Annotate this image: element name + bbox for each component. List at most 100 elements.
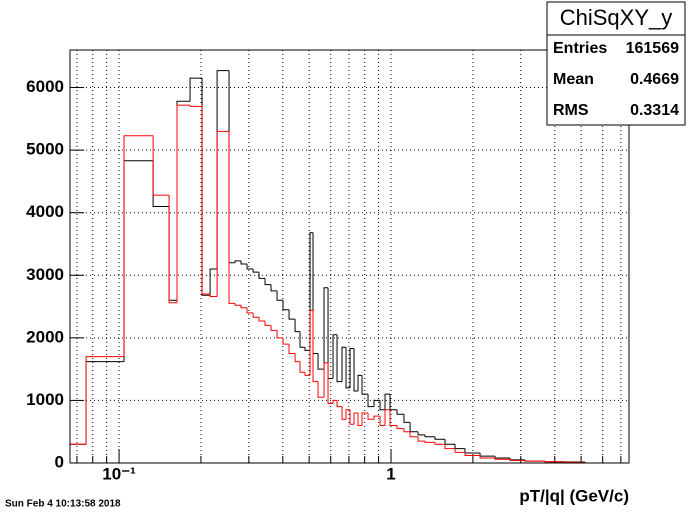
histogram-bin <box>264 320 272 326</box>
histogram-bin <box>379 400 386 411</box>
histogram-bin <box>258 317 266 322</box>
histogram-bin <box>409 431 419 438</box>
histogram-bin <box>288 344 296 354</box>
histogram-bin <box>294 319 301 333</box>
histogram-bin <box>454 448 466 453</box>
histogram-bin <box>444 444 456 450</box>
histogram-bin <box>403 414 411 423</box>
histogram-bin <box>367 394 375 408</box>
histogram-bin <box>332 399 338 404</box>
histogram-bin <box>345 347 351 389</box>
histogram-bin <box>373 399 381 407</box>
histogram-bin <box>209 268 218 296</box>
histogram-bin <box>246 307 254 314</box>
histogram-bin <box>417 436 426 442</box>
histogram-bin <box>294 353 301 363</box>
histogram-bin <box>304 347 311 351</box>
histogram-bin <box>304 372 311 376</box>
histogram-bin <box>276 330 284 339</box>
histogram-bin <box>152 135 170 196</box>
stats-value: 0.3314 <box>630 102 679 119</box>
histogram-bin <box>494 457 511 460</box>
y-tick-label: 4000 <box>26 202 64 221</box>
histogram-bin <box>361 412 369 426</box>
histogram-bin <box>361 375 369 395</box>
histogram-bin <box>252 312 260 318</box>
histogram-bin <box>228 131 236 304</box>
histogram-bin <box>234 303 242 306</box>
histogram-bin <box>327 362 334 405</box>
y-tick-label: 3000 <box>26 265 64 284</box>
histogram-bin <box>246 264 254 270</box>
histogram-bin <box>264 278 272 286</box>
y-tick-label: 2000 <box>26 327 64 346</box>
stats-label: RMS <box>553 102 589 119</box>
histogram-bin <box>367 412 375 420</box>
histogram-bin <box>189 77 203 102</box>
plot-frame <box>69 49 630 464</box>
stats-label: Entries <box>553 40 607 57</box>
histogram-bin <box>544 461 566 463</box>
histogram-bin <box>252 269 260 273</box>
histogram-bin <box>384 409 391 426</box>
histogram-bin <box>282 300 290 311</box>
histogram-bin <box>409 422 419 433</box>
histogram-bin <box>168 195 177 304</box>
histogram-bin <box>299 331 306 348</box>
histogram-bin <box>524 460 546 462</box>
histogram-bin <box>353 412 359 425</box>
histogram-bin <box>396 409 404 415</box>
y-tick-label: 0 <box>55 452 64 471</box>
histogram-bin <box>424 441 436 443</box>
histogram-bin <box>509 459 526 461</box>
histogram-bin <box>176 104 191 303</box>
histogram-bin <box>323 287 329 370</box>
histogram-bin <box>357 412 363 426</box>
histogram-bin <box>434 442 445 445</box>
histogram-bin <box>345 409 351 420</box>
stats-value: 161569 <box>626 40 679 57</box>
histogram-series <box>69 104 629 464</box>
histogram-bin <box>323 362 329 398</box>
histogram-bin <box>357 374 363 392</box>
stats-value: 0.4669 <box>630 71 679 88</box>
stats-label: Mean <box>553 71 594 88</box>
x-tick-label: 1 <box>386 464 395 483</box>
histogram-bin <box>85 356 125 445</box>
histogram-bin <box>336 334 343 383</box>
histogram-bin <box>240 260 248 265</box>
histogram-bin <box>349 409 355 425</box>
histogram-bin <box>189 105 203 107</box>
histogram-bin <box>288 309 296 320</box>
histogram-bin <box>270 284 278 292</box>
stats-title: ChiSqXY_y <box>560 5 673 30</box>
histogram-bin <box>417 431 426 436</box>
x-axis-label: pT/|q| (GeV/c) <box>519 486 629 505</box>
stats-box <box>546 1 686 126</box>
histogram-bin <box>312 310 319 383</box>
histogram-bin <box>434 436 445 440</box>
histogram-bin <box>479 455 496 459</box>
histogram-bin <box>216 130 230 297</box>
histogram-bin <box>317 353 325 370</box>
histogram-bin <box>396 425 404 430</box>
histogram-bin <box>341 346 347 382</box>
histogram-bin <box>317 381 325 398</box>
histogram-bin <box>341 406 347 420</box>
histogram-bin <box>389 409 398 426</box>
histogram-bin <box>379 416 386 426</box>
histogram-bin <box>282 337 290 345</box>
histogram-bin <box>209 294 218 298</box>
histogram-bin <box>299 361 306 373</box>
histogram-bin <box>336 400 343 408</box>
histogram-bin <box>353 348 359 392</box>
histogram-bin <box>564 461 586 463</box>
x-tick-label: 10⁻¹ <box>102 464 136 483</box>
histogram-bin <box>424 434 436 438</box>
histogram-bin <box>258 272 266 279</box>
histogram-bin <box>384 393 391 410</box>
histogram-bin <box>349 347 355 388</box>
y-tick-label: 1000 <box>26 390 64 409</box>
histogram-bin <box>240 305 248 309</box>
